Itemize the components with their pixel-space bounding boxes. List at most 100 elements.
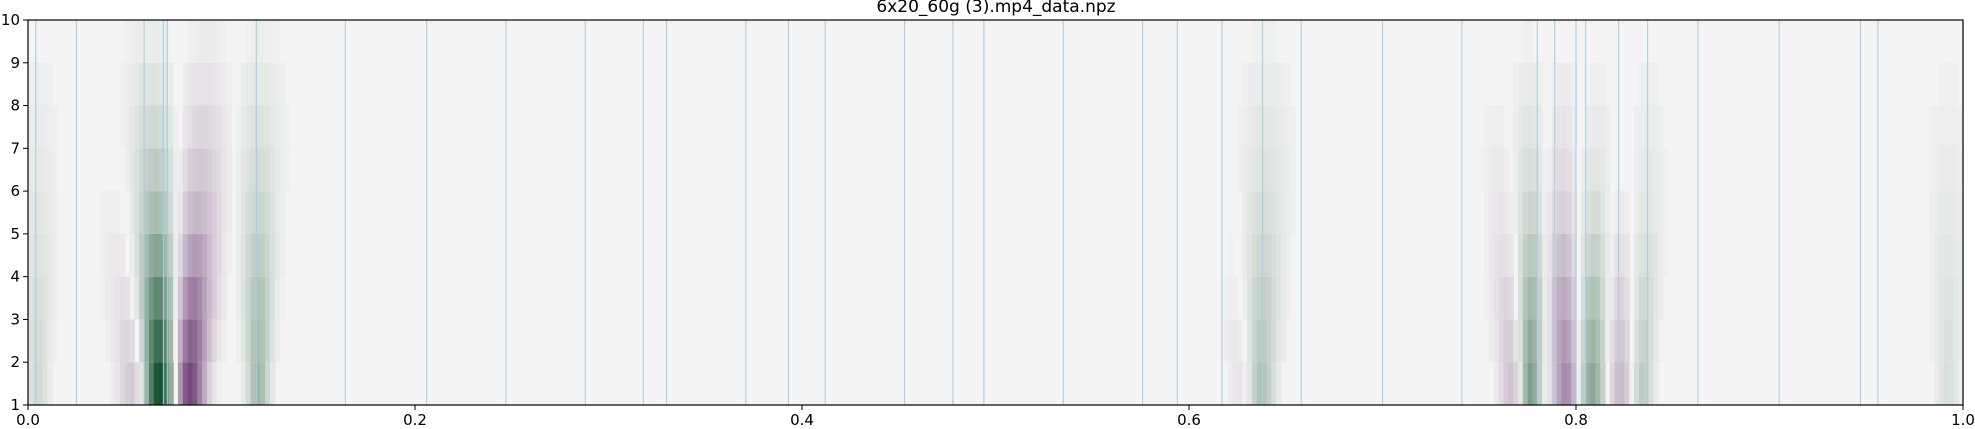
heatmap-cell [1280,105,1287,149]
heatmap-cell [240,191,247,234]
heatmap-cell [158,105,165,149]
heatmap-cell [1933,105,1940,149]
heatmap-cell [163,233,169,277]
heatmap-cell [1938,233,1945,277]
heatmap-cell [168,233,174,277]
heatmap-cell [1658,233,1664,277]
heatmap-cell [1517,319,1524,363]
heatmap-cell [28,233,34,277]
heatmap-cell [269,319,276,363]
heatmap-cell [1242,62,1248,106]
heatmap-cell [1527,105,1534,149]
heatmap-cell [52,276,58,320]
heatmap-cell [206,276,213,320]
heatmap-cell [1634,276,1640,320]
heatmap-cell [1242,191,1248,234]
heatmap-cell [226,62,232,106]
heatmap-cell [177,319,184,363]
heatmap-cell [1580,148,1587,192]
heatmap-cell [211,148,218,192]
heatmap-cell [1580,362,1587,405]
heatmap-cell [1643,362,1650,405]
heatmap-cell [269,191,276,234]
heatmap-cell [28,191,34,234]
heatmap-cell [1634,105,1640,149]
heatmap-cell [1498,319,1505,363]
heatmap-cell [1493,191,1500,234]
heatmap-cell [1638,233,1645,277]
heatmap-cell [265,362,271,405]
heatmap-cell [1251,276,1258,320]
heatmap-cell [1648,62,1654,106]
x-tick-label: 0.4 [790,411,814,429]
heatmap-cell [245,233,252,277]
heatmap-cell [1271,319,1277,363]
heatmap-cell [1546,276,1553,320]
heatmap-cell [1484,105,1490,149]
heatmap-cell [192,20,198,63]
heatmap-cell [1237,319,1243,363]
heatmap-cell [187,362,194,405]
heatmap-cell [1653,319,1659,363]
heatmap-cell [221,233,227,277]
heatmap-cell [1285,233,1292,277]
heatmap-cell [260,191,266,234]
heatmap-cell [192,191,198,234]
heatmap-cell [211,105,218,149]
heatmap-cell [1953,148,1959,192]
heatmap-cell [1580,233,1587,277]
heatmap-cell [245,20,252,63]
heatmap-cell [274,62,281,106]
heatmap-cell [1513,62,1519,106]
heatmap-cell [260,62,266,106]
heatmap-cell [236,233,242,277]
heatmap-cell [105,276,111,320]
heatmap-cell [1614,233,1621,277]
heatmap-cell [1488,191,1495,234]
heatmap-cell [260,276,266,320]
heatmap-cell [1634,233,1640,277]
heatmap-cell [1271,362,1277,405]
heatmap-cell [1609,319,1616,363]
heatmap-cell [187,191,194,234]
heatmap-cell [1585,319,1592,363]
heatmap-cell [1953,105,1959,149]
heatmap-cell [148,105,155,149]
heatmap-cell [265,105,271,149]
heatmap-cell [1276,148,1282,192]
heatmap-cell [1566,148,1572,192]
heatmap-cell [1958,319,1964,363]
heatmap-cell [1638,148,1645,192]
heatmap-cell [1556,105,1563,149]
heatmap-cell [240,105,247,149]
heatmap-cell [1938,148,1945,192]
heatmap-cell [1271,62,1277,106]
heatmap-cell [182,362,189,405]
heatmap-cell [1261,319,1267,363]
heatmap-cell [124,105,131,149]
heatmap-cell [1580,319,1587,363]
heatmap-cell [250,62,256,106]
heatmap-cell [206,20,213,63]
heatmap-cell [168,191,174,234]
heatmap-cell [1256,62,1263,106]
heatmap-cell [1493,319,1500,363]
y-tick-label: 7 [10,139,20,157]
heatmap-cell [1580,191,1587,234]
heatmap-cell [1556,191,1563,234]
heatmap-cell [187,62,194,106]
heatmap-cell [1247,362,1253,405]
chart-title: 6x20_60g (3).mp4_data.npz [876,0,1115,17]
heatmap-cell [221,20,227,63]
heatmap-cell [284,148,290,192]
heatmap-cell [1595,362,1601,405]
heatmap-cell [1542,233,1548,277]
heatmap-cell [1658,276,1664,320]
heatmap-cell [274,319,281,363]
heatmap-cell [1600,62,1606,106]
heatmap-cell [177,233,184,277]
heatmap-cell [153,191,160,234]
heatmap-cell [1958,276,1964,320]
heatmap-cell [1527,319,1534,363]
heatmap-cell [1237,148,1243,192]
